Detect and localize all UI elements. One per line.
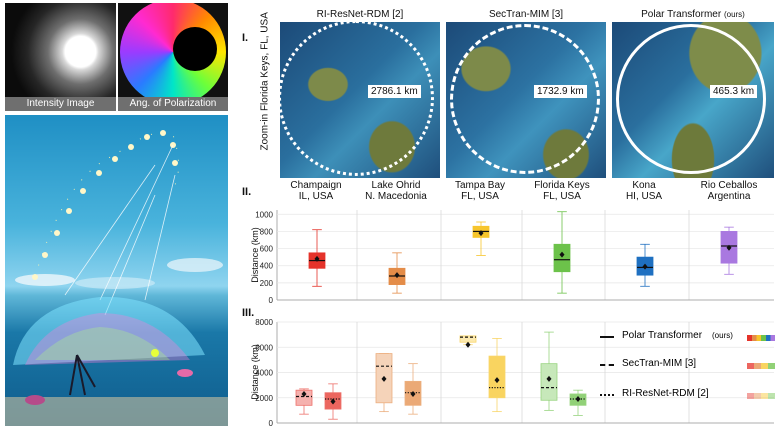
map-title-text: SecTran-MIM [3] [488, 9, 564, 20]
y-axis-label: Distance (km) [250, 344, 260, 400]
y-tick-label: 4000 [255, 369, 273, 378]
location-region: HI, USA [625, 191, 663, 202]
location-region: N. Macedonia [365, 191, 427, 202]
y-tick-label: 0 [269, 296, 274, 304]
legend-line-dashed [600, 364, 614, 366]
location-rio-ceballos: Rio Ceballos Argentina [689, 180, 769, 202]
map-panel-polar: 465.3 km [612, 22, 774, 178]
search-circle-dashed [450, 24, 600, 174]
legend: Polar Transformer (ours) SecTran-MIM [3]… [600, 330, 778, 410]
mean-marker [546, 375, 552, 382]
location-lake-ohrid: Lake Ohrid N. Macedonia [357, 180, 435, 202]
y-tick-label: 8000 [255, 318, 273, 327]
row-label-box-bottom: III. [242, 307, 255, 319]
y-tick-label: 1000 [255, 210, 273, 219]
distance-label: 465.3 km [710, 85, 758, 98]
location-name: Lake Ohrid [371, 180, 421, 191]
box-chart-bottom: 0 2000 4000 6000 8000 Distance (km) [250, 318, 774, 428]
legend-label: Polar Transformer [622, 330, 703, 341]
polarization-caption: Ang. of Polarization [118, 97, 228, 111]
location-champaign: Champaign IL, USA [277, 180, 355, 202]
mean-marker [465, 341, 471, 348]
underwater-illustration [5, 115, 228, 426]
location-region: FL, USA [543, 191, 581, 202]
mean-marker [301, 390, 307, 397]
location-name: Tampa Bay [454, 180, 506, 191]
box-chart-top: 0 200 400 600 800 1000 Distance (km) [250, 210, 774, 304]
location-region: IL, USA [298, 191, 334, 202]
mean-marker [381, 375, 387, 382]
y-tick-label: 800 [260, 227, 274, 236]
legend-label: SecTran-MIM [3] [622, 358, 697, 369]
distance-label: 1732.9 km [534, 85, 587, 98]
search-circle-solid [616, 24, 766, 174]
legend-label: RI-ResNet-RDM [2] [622, 388, 709, 399]
maps-side-label: Zoom-in Florida Keys, FL, USA [259, 12, 271, 151]
mean-marker [394, 272, 400, 279]
y-tick-label: 200 [260, 279, 274, 288]
mean-marker [478, 230, 484, 237]
location-region: FL, USA [461, 191, 499, 202]
map-title-text: RI-ResNet-RDM [2] [316, 9, 404, 20]
y-tick-label: 0 [269, 419, 274, 428]
map-title-sectran: SecTran-MIM [3] [446, 9, 606, 20]
y-axis-label: Distance (km) [250, 227, 260, 283]
mean-marker [575, 396, 581, 403]
map-title-suffix: (ours) [723, 10, 745, 19]
map-title-ri-resnet: RI-ResNet-RDM [2] [280, 9, 440, 20]
mean-marker [330, 398, 336, 405]
row-label-box-top: II. [242, 186, 252, 198]
location-tampa-bay: Tampa Bay FL, USA [441, 180, 519, 202]
legend-item-polar: Polar Transformer (ours) [600, 330, 778, 344]
underwater-scene-graphic [5, 130, 228, 426]
map-title-text: Polar Transformer [641, 9, 722, 20]
distance-label: 2786.1 km [368, 85, 421, 98]
legend-color-strip [747, 335, 775, 341]
y-tick-label: 2000 [255, 394, 273, 403]
location-florida-keys: Florida Keys FL, USA [522, 180, 602, 202]
mean-marker [726, 244, 732, 251]
location-name: Kona [632, 180, 656, 191]
map-panel-ri-resnet: 2786.1 km [280, 22, 440, 178]
location-name: Champaign [290, 180, 342, 191]
legend-color-strip [747, 363, 775, 369]
polarization-dark-spot [173, 27, 217, 71]
location-name: Florida Keys [534, 180, 590, 191]
map-panel-sectran: 1732.9 km [446, 22, 606, 178]
location-region: Argentina [707, 191, 751, 202]
location-name: Rio Ceballos [700, 180, 758, 191]
legend-line-solid [600, 336, 614, 338]
box [295, 389, 313, 406]
polarization-panel: Ang. of Polarization [118, 3, 228, 111]
y-tick-label: 400 [260, 262, 274, 271]
mean-marker [494, 377, 500, 384]
mean-marker [642, 263, 648, 270]
y-tick-label: 600 [260, 245, 274, 254]
mean-marker [410, 390, 416, 397]
box [488, 355, 506, 399]
intensity-panel: Intensity Image [5, 3, 116, 111]
legend-line-dotted [600, 394, 614, 396]
box [553, 243, 571, 273]
location-kona: Kona HI, USA [605, 180, 683, 202]
row-label-maps: I. [242, 32, 249, 44]
box [540, 363, 558, 401]
map-title-polar: Polar Transformer (ours) [612, 9, 774, 20]
legend-color-strip [747, 393, 775, 399]
intensity-caption: Intensity Image [5, 97, 116, 111]
legend-item-sectran: SecTran-MIM [3] [600, 358, 778, 372]
search-circle-dotted [280, 22, 434, 176]
legend-item-ri-resnet: RI-ResNet-RDM [2] [600, 388, 778, 402]
mean-marker [314, 255, 320, 262]
legend-suffix: (ours) [712, 331, 733, 340]
y-tick-label: 6000 [255, 343, 273, 352]
